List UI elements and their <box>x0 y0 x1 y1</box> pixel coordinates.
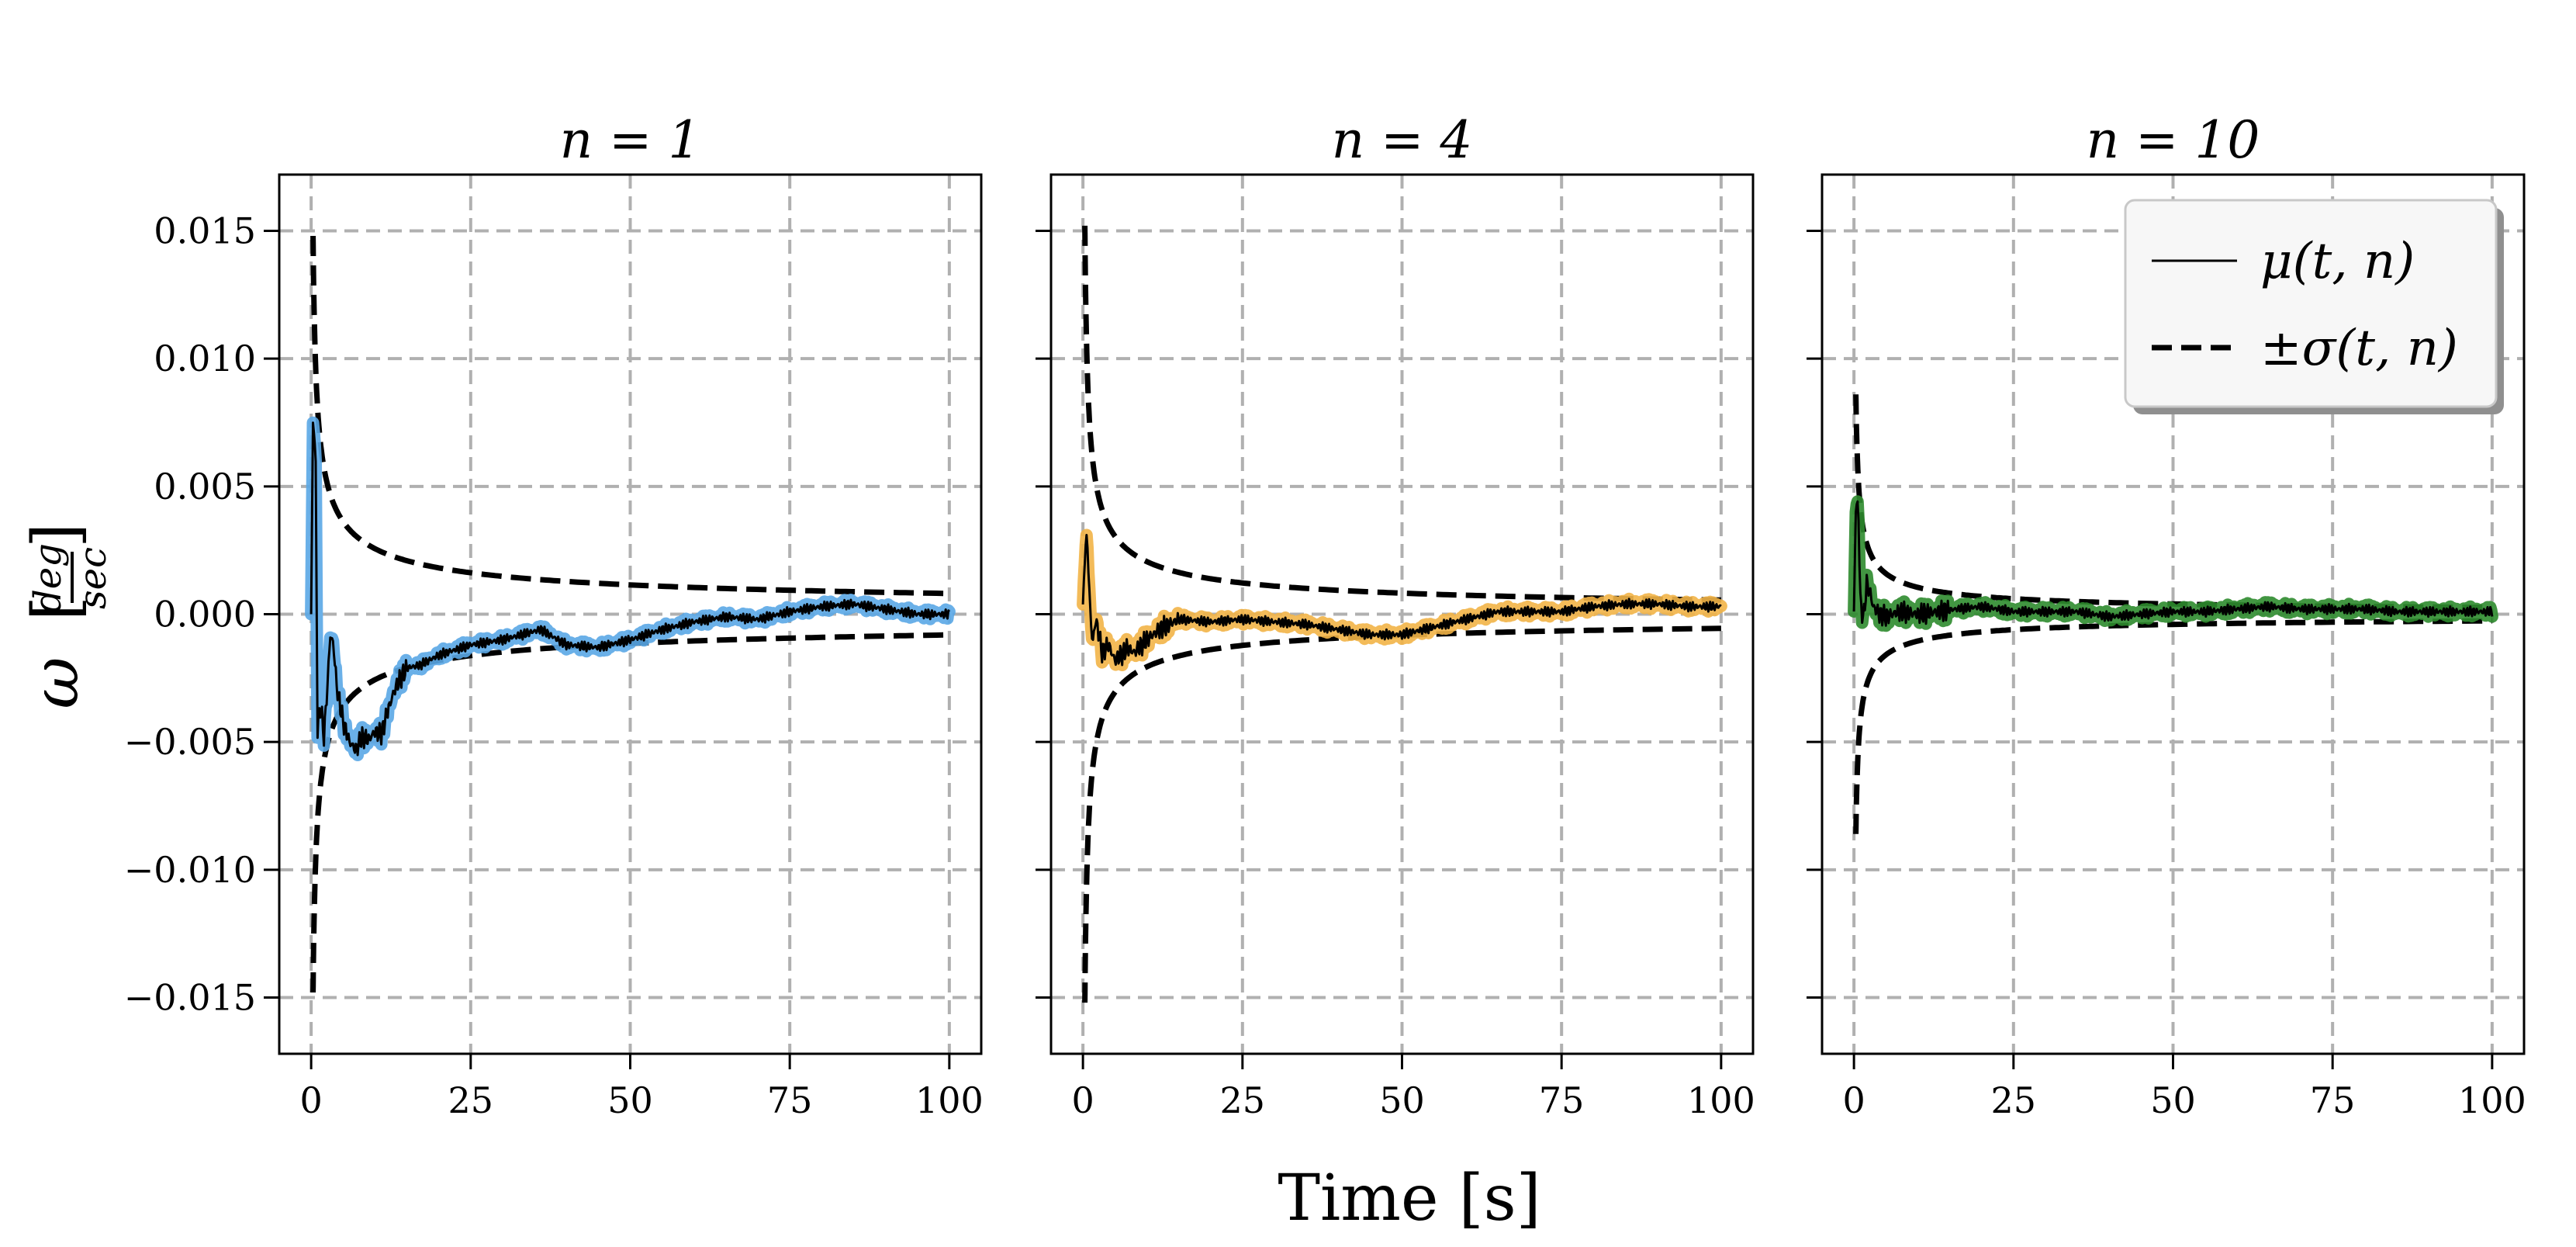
series-group <box>305 236 956 992</box>
y-axis-label-unit-numerator: deg <box>26 543 70 613</box>
y-tick-label: 0.005 <box>154 466 256 507</box>
y-axis-label-unit-denominator: sec <box>71 547 115 609</box>
y-tick-label: −0.010 <box>124 849 256 891</box>
panel-3: n = 10 0 25 50 75 100 <box>1807 110 2526 1121</box>
sigma-lower-line <box>1853 618 2492 834</box>
series-group <box>1077 225 1727 1003</box>
y-axis-label-bracket-open: [ <box>19 596 93 621</box>
mean-line <box>309 421 951 757</box>
x-tick-label: 75 <box>1539 1079 1585 1121</box>
panel-title: n = 4 <box>1332 110 1473 170</box>
y-tick-label: 0.010 <box>154 338 256 379</box>
sigma-lower-line <box>310 632 949 992</box>
panel-1: n = 1 0 25 50 75 100 0.015 0.010 0.005 0.000 −0.00… <box>124 110 984 1121</box>
y-tick-label: 0.015 <box>154 210 256 251</box>
y-axis-label-symbol: ω <box>19 657 93 709</box>
x-tick-label: 25 <box>1220 1079 1266 1121</box>
legend-box <box>2124 199 2498 408</box>
x-tick-label: 25 <box>448 1079 494 1121</box>
y-tick-label: −0.015 <box>124 977 256 1019</box>
sigma-upper-line <box>310 236 949 597</box>
sigma-lower-line <box>1082 625 1721 1003</box>
y-axis-label-bracket-close: ] <box>19 523 93 548</box>
y-axis-label: ω [ deg sec ] <box>19 523 115 708</box>
x-tick-label: 0 <box>1071 1079 1094 1121</box>
mean-band-line <box>1848 495 2498 632</box>
legend-entry-label-1: μ(t, n) <box>2260 233 2415 290</box>
x-tick-label: 100 <box>915 1079 984 1121</box>
x-tick-label: 100 <box>2458 1079 2526 1121</box>
x-tick-label: 0 <box>299 1079 322 1121</box>
panel-2: n = 4 0 25 50 75 100 <box>1036 110 1755 1121</box>
y-tick-label: 0.000 <box>154 594 256 636</box>
grid <box>1051 175 1753 1054</box>
x-tick-label: 50 <box>607 1079 653 1121</box>
legend-entry-label-2: ±σ(t, n) <box>2260 320 2458 377</box>
panel-title: n = 1 <box>560 110 701 170</box>
x-tick-label: 75 <box>767 1079 813 1121</box>
x-tick-label: 50 <box>1379 1079 1425 1121</box>
x-tick-label: 100 <box>1687 1079 1755 1121</box>
mean-line <box>1852 500 2494 627</box>
series-group <box>1848 394 2498 834</box>
x-tick-label: 50 <box>2150 1079 2196 1121</box>
x-tick-label: 25 <box>1991 1079 2037 1121</box>
x-tick-label: 75 <box>2310 1079 2356 1121</box>
panel-title: n = 10 <box>2087 110 2260 170</box>
x-axis-label: Time [s] <box>1278 1162 1540 1235</box>
legend: μ(t, n) ±σ(t, n) <box>2124 199 2504 414</box>
mean-line <box>1081 534 1722 667</box>
sigma-upper-line <box>1082 225 1721 603</box>
x-tick-label: 0 <box>1842 1079 1865 1121</box>
y-tick-label: −0.005 <box>124 721 256 763</box>
